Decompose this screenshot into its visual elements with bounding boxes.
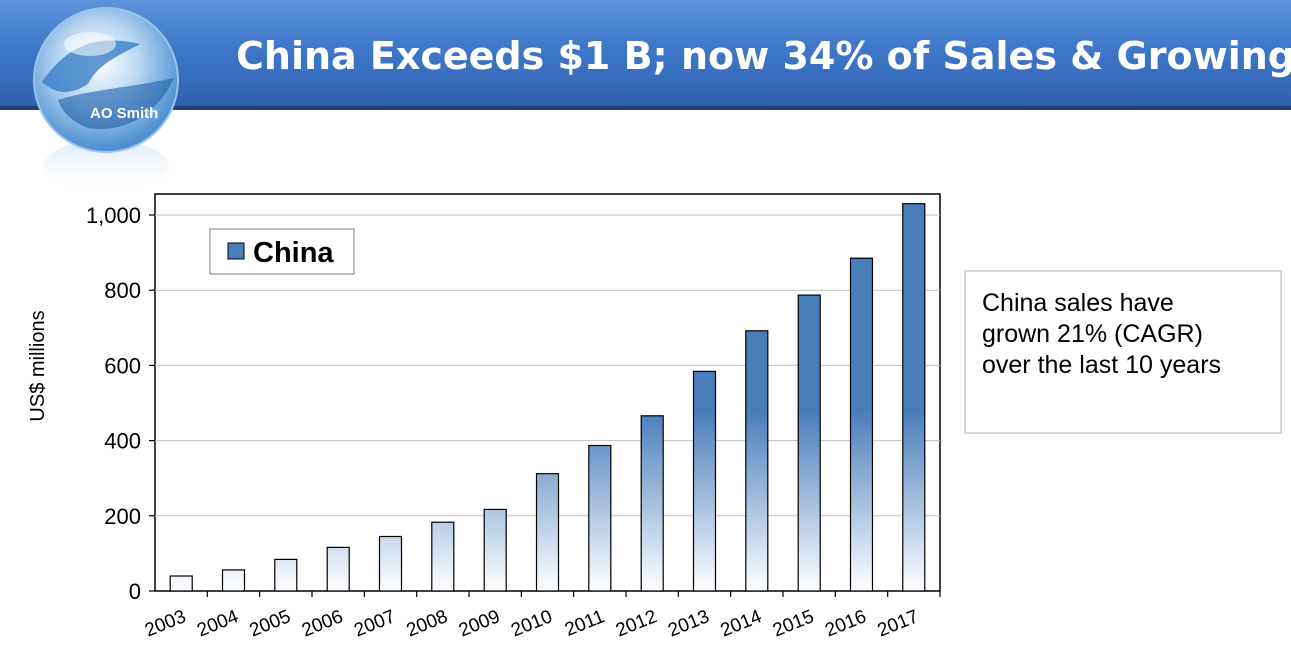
x-tick-label: 2004 — [194, 606, 241, 641]
bar-2003 — [169, 575, 193, 592]
callout-box: China sales have grown 21% (CAGR) over t… — [964, 270, 1282, 434]
y-tick-label: 600 — [104, 353, 141, 378]
legend-label: China — [253, 237, 334, 269]
x-tick-label: 2008 — [404, 606, 451, 641]
x-tick-label: 2015 — [770, 606, 817, 641]
x-tick-label: 2013 — [665, 606, 712, 641]
y-axis-ticks: 0 200 400 600 800 1,000 — [86, 203, 155, 604]
y-tick-label: 200 — [104, 504, 141, 529]
legend: China — [209, 228, 355, 275]
x-tick-label: 2017 — [875, 606, 922, 641]
callout-line-3: over the last 10 years — [982, 351, 1222, 379]
bar-2013 — [692, 370, 717, 592]
bar-2006 — [326, 546, 350, 592]
title-bar: China Exceeds $1 B; now 34% of Sales & G… — [0, 0, 1291, 110]
x-tick-label: 2007 — [351, 606, 398, 641]
bar-2017 — [902, 203, 926, 592]
x-tick-label: 2014 — [718, 606, 765, 641]
x-tick-label: 2005 — [247, 606, 294, 641]
y-tick-label: 400 — [104, 429, 141, 454]
x-axis-ticks: 2003 2004 2005 2006 2007 2008 2009 2010 2011 2012… — [142, 591, 941, 641]
bar-2011 — [588, 444, 612, 592]
bar-2016 — [849, 257, 874, 592]
bar-2015 — [797, 294, 821, 592]
y-tick-label: 0 — [129, 579, 141, 604]
bar-2005 — [274, 558, 298, 592]
x-tick-label: 2012 — [613, 606, 660, 641]
x-tick-label: 2003 — [142, 606, 189, 641]
y-axis-label: US$ millions — [27, 310, 49, 421]
logo-text: AO Smith — [90, 105, 158, 122]
y-tick-label: 1,000 — [86, 203, 141, 228]
x-tick-label: 2009 — [456, 606, 503, 641]
callout-line-1: China sales have — [982, 289, 1174, 317]
callout-line-2: grown 21% (CAGR) — [982, 320, 1203, 348]
legend-swatch — [227, 242, 245, 260]
x-tick-label: 2011 — [562, 606, 608, 641]
x-tick-label: 2010 — [508, 606, 555, 641]
bar-2007 — [378, 535, 403, 592]
bar-2008 — [431, 521, 455, 592]
bars — [169, 203, 926, 592]
x-tick-label: 2016 — [822, 606, 869, 641]
company-logo: AO Smith — [28, 4, 188, 194]
bar-2010 — [535, 473, 560, 592]
bar-2014 — [745, 330, 769, 592]
slide-title: China Exceeds $1 B; now 34% of Sales & G… — [236, 34, 1291, 78]
bar-2012 — [640, 415, 664, 592]
bar-2004 — [221, 569, 246, 592]
x-tick-label: 2006 — [299, 606, 346, 641]
water-globe-icon: AO Smith — [33, 7, 179, 192]
y-tick-label: 800 — [104, 278, 141, 303]
bar-2009 — [483, 508, 507, 592]
